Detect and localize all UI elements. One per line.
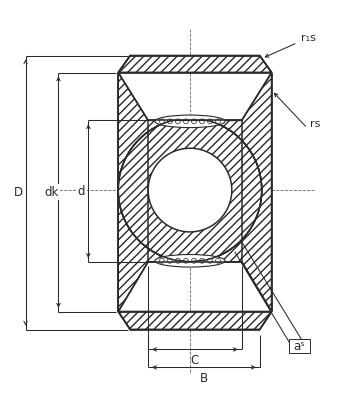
Text: d: d [78,185,85,197]
Text: D: D [14,186,23,199]
Polygon shape [118,311,272,330]
Ellipse shape [155,254,225,267]
Circle shape [148,148,232,232]
Polygon shape [190,73,272,311]
Text: dk: dk [44,185,59,199]
Text: B: B [200,372,208,385]
Polygon shape [118,56,272,73]
Polygon shape [118,120,262,262]
Ellipse shape [155,115,225,128]
Text: rs: rs [310,119,321,129]
Polygon shape [289,339,310,354]
Text: aˢ: aˢ [294,340,305,353]
Text: r₁s: r₁s [301,33,315,43]
Polygon shape [118,73,190,311]
Text: C: C [191,354,199,367]
